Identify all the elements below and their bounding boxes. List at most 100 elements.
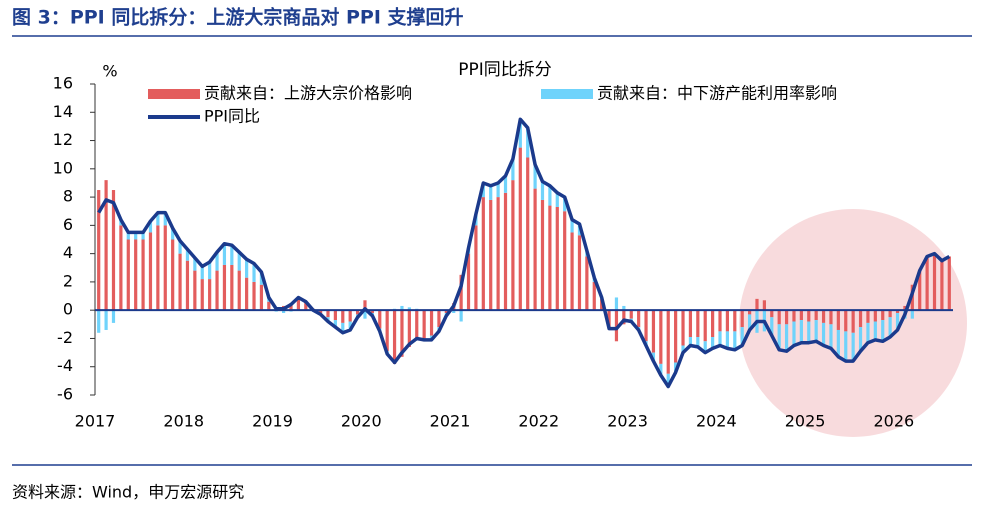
bar <box>540 181 545 200</box>
bar <box>252 281 256 311</box>
bar <box>784 310 789 325</box>
bar <box>141 232 145 240</box>
bar <box>400 310 404 357</box>
bar <box>341 322 345 333</box>
bar <box>111 310 116 323</box>
legend-swatch <box>148 89 200 99</box>
bar <box>577 235 582 311</box>
bar <box>858 327 863 352</box>
bar <box>511 158 515 181</box>
bar <box>185 249 190 261</box>
bar <box>126 239 130 311</box>
y-tick-label: 8 <box>63 187 73 206</box>
bar <box>821 310 826 323</box>
bar <box>237 270 241 311</box>
x-tick-label: 2020 <box>341 412 382 431</box>
bar <box>437 310 441 328</box>
bar <box>755 298 759 311</box>
bar <box>614 297 619 311</box>
y-tick-label: 14 <box>53 102 73 121</box>
bar <box>740 327 744 346</box>
figure-title: 图 3：PPI 同比拆分：上游大宗商品对 PPI 支撑回升 <box>12 6 464 29</box>
bar <box>97 190 101 311</box>
source: 资料来源：Wind，申万宏源研究 <box>12 483 244 502</box>
x-tick-label: 2022 <box>518 412 559 431</box>
bar <box>725 331 730 349</box>
bar <box>829 310 833 325</box>
bar <box>881 310 885 321</box>
bar <box>119 225 123 311</box>
bar <box>903 305 907 311</box>
bar <box>193 257 197 271</box>
bar <box>540 199 545 311</box>
bar <box>208 279 212 311</box>
bar <box>740 310 744 328</box>
bar <box>97 310 101 333</box>
bar <box>888 310 892 318</box>
bar <box>762 300 766 311</box>
legend-label: 贡献来自：上游大宗价格影响 <box>204 84 412 103</box>
bar <box>245 277 249 311</box>
bar <box>777 324 781 350</box>
bar <box>533 164 537 189</box>
bar <box>518 147 522 311</box>
bar <box>792 310 796 322</box>
bar <box>459 274 463 311</box>
bar <box>844 331 848 362</box>
bar <box>836 329 840 357</box>
bar <box>836 310 840 330</box>
bar <box>844 310 848 332</box>
bar <box>259 272 264 285</box>
bar <box>866 310 870 323</box>
bar <box>259 284 264 311</box>
bar <box>747 310 752 315</box>
bar <box>681 310 685 346</box>
bar <box>400 305 404 311</box>
bar <box>666 310 670 374</box>
bar <box>614 310 619 342</box>
bar <box>134 232 138 240</box>
bar <box>947 256 951 311</box>
bar <box>718 331 722 346</box>
bar <box>895 313 900 330</box>
bar <box>548 205 552 311</box>
bar <box>185 260 190 311</box>
bar <box>503 175 508 193</box>
bar <box>651 310 656 353</box>
bar <box>200 279 204 311</box>
bar <box>688 310 693 338</box>
bar <box>873 310 877 322</box>
bar <box>341 310 345 323</box>
bar <box>563 197 567 212</box>
bar <box>222 243 227 265</box>
bar <box>674 310 678 363</box>
bar <box>925 256 929 311</box>
bar <box>770 310 774 318</box>
bar <box>918 270 922 311</box>
bar <box>178 240 182 254</box>
bar <box>318 310 323 314</box>
bar <box>555 192 559 207</box>
bar <box>200 266 204 280</box>
bar <box>688 337 693 346</box>
bar <box>148 232 153 311</box>
bar <box>156 212 160 226</box>
bar <box>555 206 559 311</box>
bar <box>237 252 241 271</box>
bar <box>733 331 737 350</box>
x-tick-label: 2021 <box>430 412 471 431</box>
bar <box>696 310 700 338</box>
legend-label: 贡献来自：中下游产能利用率影响 <box>597 84 837 103</box>
bar <box>792 321 796 346</box>
bar <box>814 320 818 342</box>
y-tick-label: -4 <box>57 356 73 375</box>
bar <box>452 310 456 314</box>
bar <box>163 225 167 311</box>
bar <box>807 321 811 343</box>
bar <box>489 199 493 311</box>
y-tick-label: -2 <box>57 328 73 347</box>
legend-swatch <box>541 89 593 99</box>
bar <box>489 185 493 200</box>
line <box>97 117 951 389</box>
